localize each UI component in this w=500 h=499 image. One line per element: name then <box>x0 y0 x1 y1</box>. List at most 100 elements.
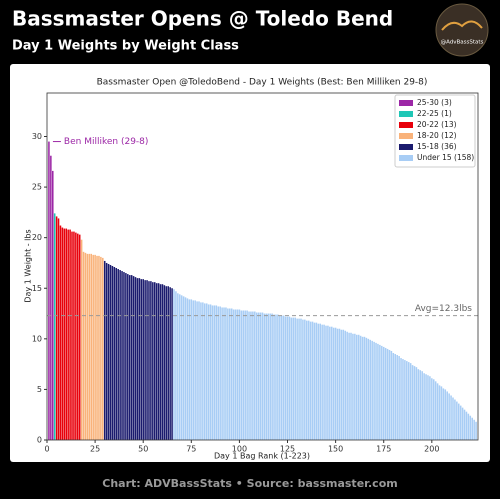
bar <box>423 373 425 440</box>
bar <box>221 307 223 440</box>
bar <box>330 326 333 440</box>
bar <box>463 409 466 440</box>
bar <box>350 332 352 440</box>
avg-label: Avg=12.3lbs <box>415 304 472 314</box>
bar <box>200 302 202 440</box>
bar <box>182 296 185 440</box>
logo-text: @AdvBassStats <box>441 40 484 46</box>
bar <box>142 279 144 440</box>
bar <box>302 319 304 440</box>
bar <box>146 280 148 440</box>
legend-label: Under 15 (158) <box>417 153 474 162</box>
bar <box>244 310 246 440</box>
bar <box>340 329 343 440</box>
bar <box>440 386 443 440</box>
bar <box>90 253 93 440</box>
y-tick-label: 5 <box>37 385 42 394</box>
bar <box>305 320 308 440</box>
bar <box>48 141 50 441</box>
bar <box>263 313 266 440</box>
bar <box>365 337 368 440</box>
bar <box>53 213 56 440</box>
bar <box>178 294 181 440</box>
x-tick-label: 175 <box>376 445 391 454</box>
legend-swatch <box>399 111 413 117</box>
legend-label: 18-20 (12) <box>417 131 457 140</box>
bar <box>67 229 69 440</box>
bar <box>327 325 329 440</box>
bar <box>192 300 195 440</box>
bar <box>71 231 73 440</box>
bar <box>394 354 397 440</box>
bar <box>381 345 383 440</box>
bar <box>204 303 206 440</box>
bar <box>194 300 196 440</box>
bar <box>265 313 268 440</box>
bar <box>369 339 372 440</box>
bar <box>59 225 62 440</box>
bar <box>319 323 321 440</box>
bar <box>413 366 416 440</box>
bar <box>450 395 452 440</box>
bar <box>111 265 114 440</box>
bar <box>57 218 60 440</box>
bar <box>65 228 68 440</box>
bar <box>377 343 379 440</box>
bar <box>117 269 119 440</box>
bar <box>103 260 106 440</box>
bar <box>188 299 191 440</box>
legend-swatch <box>399 122 413 128</box>
bar <box>130 275 133 440</box>
bar <box>157 283 160 440</box>
bar <box>332 327 335 440</box>
legend-swatch <box>399 155 413 161</box>
bar <box>144 280 146 440</box>
logo <box>435 3 489 57</box>
bar <box>315 322 318 440</box>
bar <box>398 356 400 440</box>
bar <box>300 318 302 440</box>
bar <box>382 346 385 440</box>
bar <box>475 421 477 440</box>
bar <box>321 324 323 440</box>
bar <box>232 309 235 440</box>
bar <box>155 283 158 440</box>
bar <box>190 299 193 440</box>
bar <box>342 329 345 440</box>
bar <box>279 315 281 440</box>
bar <box>150 281 152 440</box>
bar <box>169 287 171 440</box>
bar <box>138 278 141 440</box>
bar <box>80 239 83 440</box>
legend-label: 25-30 (3) <box>417 98 452 107</box>
bar <box>406 361 408 440</box>
annotation: Ben Milliken (29-8) <box>64 137 149 147</box>
bar <box>134 277 137 440</box>
bar <box>461 407 464 440</box>
bar <box>86 253 89 440</box>
bar <box>294 317 296 440</box>
bar <box>227 308 229 440</box>
bar <box>311 321 314 440</box>
bar <box>344 330 347 440</box>
bar <box>240 310 243 440</box>
bar <box>140 279 143 440</box>
bar <box>384 347 387 440</box>
bar <box>252 311 254 440</box>
bar <box>277 314 279 440</box>
bar <box>469 415 472 440</box>
x-tick-label: 150 <box>328 445 343 454</box>
bar <box>375 342 377 440</box>
bar <box>82 251 85 440</box>
bar <box>411 365 414 440</box>
bar <box>100 256 102 440</box>
bar <box>225 307 227 440</box>
bar <box>361 336 364 440</box>
bar <box>292 317 295 440</box>
bar <box>148 281 150 440</box>
legend-label: 20-22 (13) <box>417 120 457 129</box>
bar <box>163 285 166 440</box>
bar <box>96 255 98 440</box>
bar <box>409 363 412 440</box>
bar <box>280 315 283 440</box>
